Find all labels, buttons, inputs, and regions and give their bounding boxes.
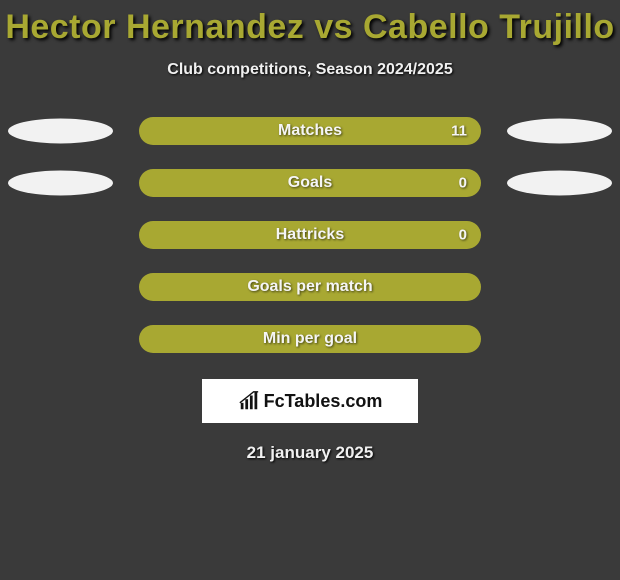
left-value-ellipse: [8, 119, 113, 144]
stat-bar: Hattricks 0: [139, 221, 481, 249]
stat-bar: Min per goal: [139, 325, 481, 353]
stats-rows: Matches 11 Goals 0 Hattricks 0 Goals per match…: [0, 117, 620, 353]
page-title: Hector Hernandez vs Cabello Trujillo: [0, 8, 620, 47]
stat-label: Hattricks: [276, 226, 344, 244]
stat-row: Min per goal: [0, 325, 620, 353]
stat-bar: Goals per match: [139, 273, 481, 301]
comparison-card: Hector Hernandez vs Cabello Trujillo Clu…: [0, 0, 620, 463]
stat-row: Matches 11: [0, 117, 620, 145]
stat-bar: Matches 11: [139, 117, 481, 145]
logo-box: FcTables.com: [202, 379, 418, 423]
stat-label: Min per goal: [263, 330, 357, 348]
stat-label: Goals: [288, 174, 332, 192]
right-value-ellipse: [507, 171, 612, 196]
stat-label: Goals per match: [247, 278, 372, 296]
subtitle: Club competitions, Season 2024/2025: [0, 61, 620, 79]
stat-label: Matches: [278, 122, 342, 140]
date-text: 21 january 2025: [0, 443, 620, 463]
stat-value: 0: [459, 175, 467, 192]
stat-value: 0: [459, 227, 467, 244]
stat-row: Goals per match: [0, 273, 620, 301]
stat-value: 11: [451, 123, 467, 140]
left-value-ellipse: [8, 171, 113, 196]
bar-chart-icon: [238, 390, 260, 412]
logo-text: FcTables.com: [264, 391, 383, 412]
stat-bar: Goals 0: [139, 169, 481, 197]
right-value-ellipse: [507, 119, 612, 144]
stat-row: Goals 0: [0, 169, 620, 197]
stat-row: Hattricks 0: [0, 221, 620, 249]
